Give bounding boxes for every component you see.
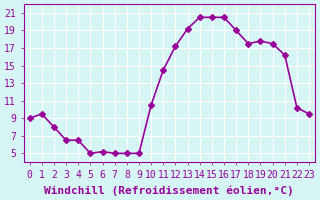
X-axis label: Windchill (Refroidissement éolien,°C): Windchill (Refroidissement éolien,°C) [44, 185, 294, 196]
